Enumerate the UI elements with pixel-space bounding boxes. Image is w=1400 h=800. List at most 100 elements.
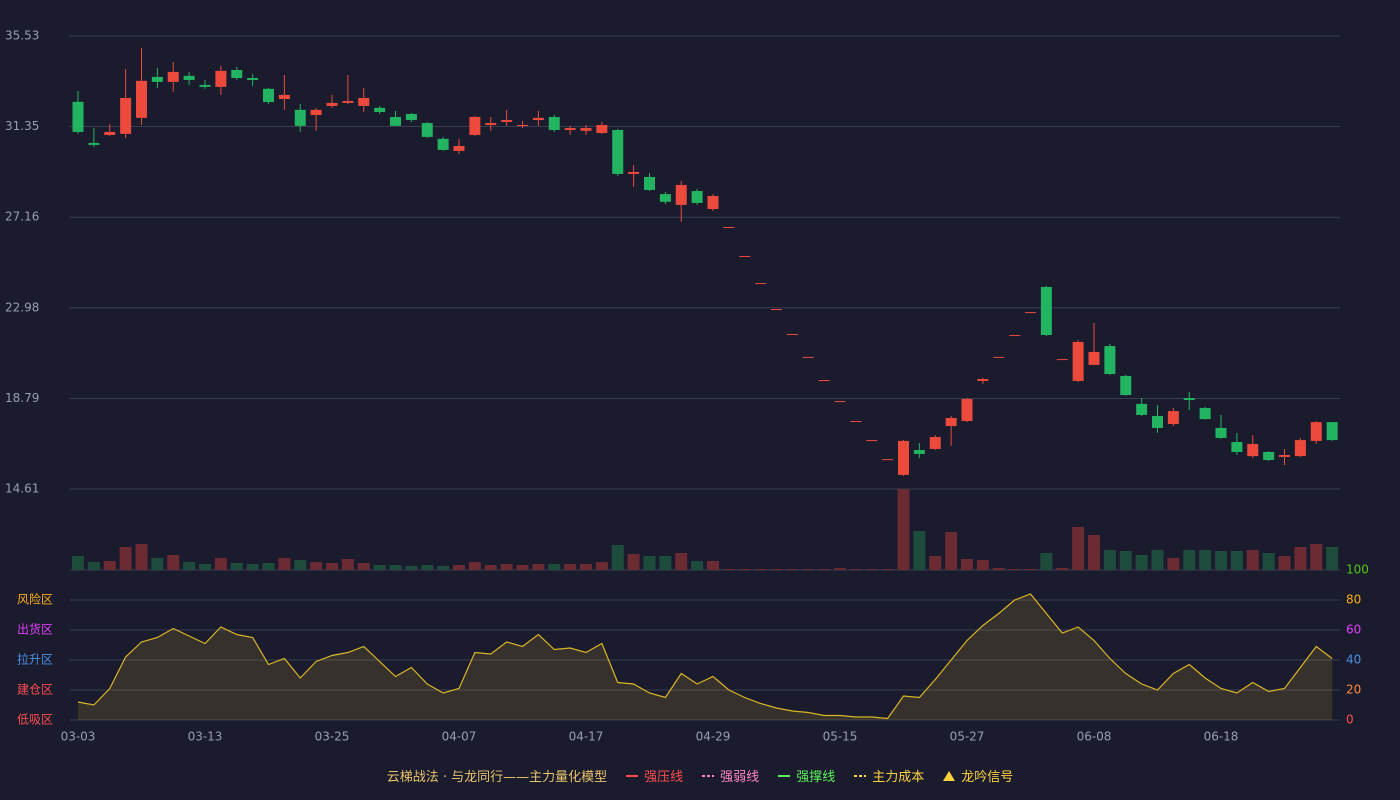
volume-bar: [929, 556, 942, 570]
volume-bar: [373, 565, 386, 570]
volume-bar: [1056, 568, 1069, 570]
x-tick-label: 04-17: [569, 730, 604, 744]
legend-item[interactable]: 强弱线: [701, 766, 759, 785]
oscillator-line: [77, 593, 1333, 720]
y-tick-label: 18.79: [5, 391, 39, 405]
volume-bar: [103, 561, 116, 570]
candle-body: [421, 123, 433, 137]
candle-body: [802, 356, 814, 358]
volume-bar: [278, 558, 291, 570]
zone-label: 出货区: [17, 622, 53, 637]
volume-bar: [1262, 553, 1275, 570]
candle-body: [1136, 403, 1148, 415]
volume-bar: [992, 568, 1005, 570]
volume-bar: [659, 556, 672, 570]
volume-bar: [849, 569, 862, 570]
y-tick-label: 31.35: [5, 119, 39, 133]
candle-body: [755, 283, 767, 285]
candle-body: [1056, 359, 1068, 361]
candle-body: [326, 102, 338, 106]
volume-bar: [961, 559, 973, 570]
volume-bar: [1294, 547, 1307, 570]
candle-body: [104, 131, 116, 135]
zone-label: 建仓区: [17, 683, 53, 697]
candle-body: [1025, 312, 1036, 314]
volume-bar: [246, 564, 259, 570]
candle-body: [977, 378, 989, 381]
candle-body: [151, 76, 163, 82]
volume-bar: [230, 563, 243, 570]
volume-bar: [627, 554, 640, 570]
volume-bar: [405, 566, 418, 570]
volume-bar: [341, 559, 354, 570]
candle-body: [993, 356, 1005, 358]
candle-body: [263, 88, 274, 103]
volume-bar: [310, 562, 323, 570]
x-tick-label: 05-27: [950, 730, 985, 744]
volume-bar: [72, 556, 84, 570]
candle-body: [580, 128, 592, 131]
volume-bar: [595, 562, 608, 570]
legend-item[interactable]: 主力成本: [853, 766, 924, 785]
volume-bar: [564, 564, 577, 570]
oscillator-area: [78, 594, 1333, 720]
candle-body: [405, 113, 417, 121]
volume-bar: [484, 565, 497, 570]
candle-body: [136, 80, 147, 118]
candle-body: [612, 129, 624, 174]
candle-body: [247, 78, 259, 80]
volume-bar: [1230, 551, 1243, 570]
candle-body: [913, 450, 925, 454]
legend-item[interactable]: 强撑线: [777, 766, 835, 785]
volume-bar: [135, 544, 148, 570]
legend-label: 强弱线: [720, 770, 760, 785]
x-tick-label: 04-29: [696, 730, 731, 744]
volume-bar: [1088, 535, 1100, 570]
candle-body: [485, 123, 497, 125]
volume-bar: [500, 564, 513, 570]
volume-bar: [516, 565, 529, 570]
candle-body: [1152, 416, 1163, 428]
y-tick-label: 27.16: [5, 210, 39, 224]
y-tick-label: 22.98: [5, 300, 39, 314]
volume-bar: [214, 558, 227, 570]
candle-body: [945, 417, 957, 426]
candle-body: [167, 71, 179, 82]
volume-bar: [722, 569, 735, 570]
candle-body: [310, 109, 322, 116]
candle-body: [342, 100, 354, 103]
legend-item[interactable]: 龙吟信号: [942, 766, 1013, 785]
legend-item[interactable]: 强压线: [625, 766, 683, 785]
candle-body: [850, 421, 862, 423]
volume-bar: [1008, 569, 1021, 570]
volume-bar: [1183, 550, 1196, 570]
candle-body: [120, 97, 132, 134]
candle-body: [882, 459, 894, 461]
volume-bar: [1072, 527, 1085, 570]
volume-bar: [1278, 556, 1291, 570]
volume-bar: [1215, 551, 1227, 570]
candle-body: [723, 226, 735, 228]
zone-label: 低吸区: [17, 713, 53, 727]
legend-label: 强撑线: [796, 770, 836, 785]
candle-body: [659, 194, 671, 202]
volume-bar: [548, 564, 561, 570]
volume-bar: [421, 565, 434, 570]
candle-body: [961, 398, 973, 422]
candle-body: [628, 171, 640, 174]
candle-body: [1183, 398, 1195, 401]
candle-body: [564, 128, 576, 130]
candle-body: [215, 70, 227, 87]
candle-body: [1009, 335, 1021, 337]
volume-bar: [1151, 550, 1164, 570]
volume-bar: [326, 563, 338, 570]
volume-bar: [1326, 547, 1339, 570]
volume-bar: [976, 560, 989, 570]
volume-bar: [1135, 555, 1148, 570]
legend-icon: [854, 774, 867, 777]
legend-icon: [778, 774, 791, 777]
y2-tick-label: 20: [1346, 683, 1361, 697]
x-tick-label: 06-08: [1077, 730, 1112, 744]
candle-body: [294, 109, 306, 126]
candle-body: [1310, 422, 1322, 441]
